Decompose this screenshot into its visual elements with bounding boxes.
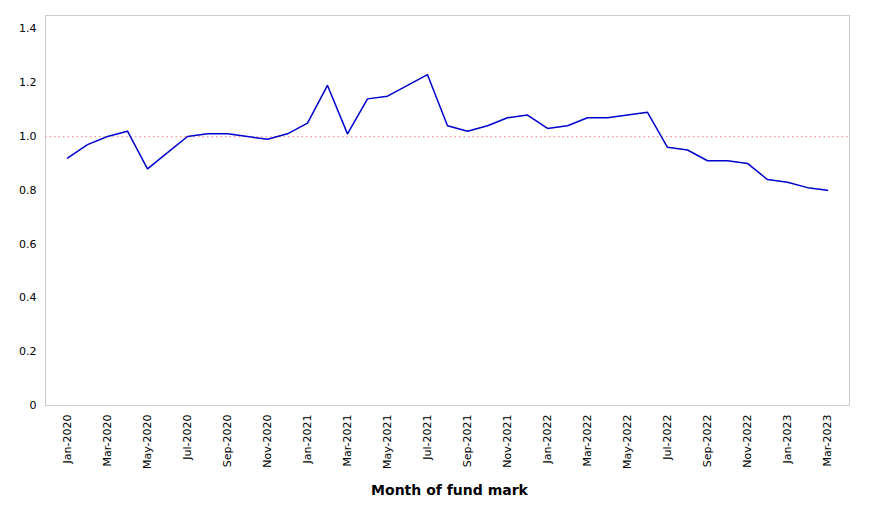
svg-text:Jul-2022: Jul-2022 <box>661 415 674 461</box>
svg-text:Nov-2022: Nov-2022 <box>741 415 754 468</box>
svg-text:Jan-2023: Jan-2023 <box>781 415 794 465</box>
svg-text:1.4: 1.4 <box>19 22 37 35</box>
svg-text:Mar-2021: Mar-2021 <box>341 415 354 467</box>
html-text:Month of fund mark: Month of fund mark <box>371 482 528 498</box>
svg-text:May-2022: May-2022 <box>621 415 634 470</box>
svg-text:0.6: 0.6 <box>19 238 37 251</box>
svg-text:0.8: 0.8 <box>19 184 37 197</box>
svg-text:Jan-2021: Jan-2021 <box>301 415 314 465</box>
svg-text:Nov-2020: Nov-2020 <box>261 415 274 468</box>
svg-text:1.2: 1.2 <box>19 76 37 89</box>
svg-text:Sep-2022: Sep-2022 <box>701 415 714 468</box>
svg-text:Mar-2020: Mar-2020 <box>101 415 114 467</box>
svg-text:Jan-2020: Jan-2020 <box>61 415 74 465</box>
svg-text:1.0: 1.0 <box>19 130 37 143</box>
svg-text:Mar-2023: Mar-2023 <box>821 415 834 467</box>
svg-text:May-2021: May-2021 <box>381 415 394 470</box>
svg-text:Nov-2021: Nov-2021 <box>501 415 514 468</box>
svg-text:Sep-2020: Sep-2020 <box>221 415 234 468</box>
svg-text:Sep-2021: Sep-2021 <box>461 415 474 468</box>
svg-text:0.4: 0.4 <box>19 291 37 304</box>
svg-text:Jan-2022: Jan-2022 <box>541 415 554 465</box>
svg-text:0: 0 <box>30 399 37 412</box>
svg-text:May-2020: May-2020 <box>141 415 154 470</box>
svg-text:Jul-2020: Jul-2020 <box>181 415 194 461</box>
svg-text:Mar-2022: Mar-2022 <box>581 415 594 467</box>
svg-text:0.2: 0.2 <box>19 345 37 358</box>
svg-text:Jul-2021: Jul-2021 <box>421 415 434 461</box>
